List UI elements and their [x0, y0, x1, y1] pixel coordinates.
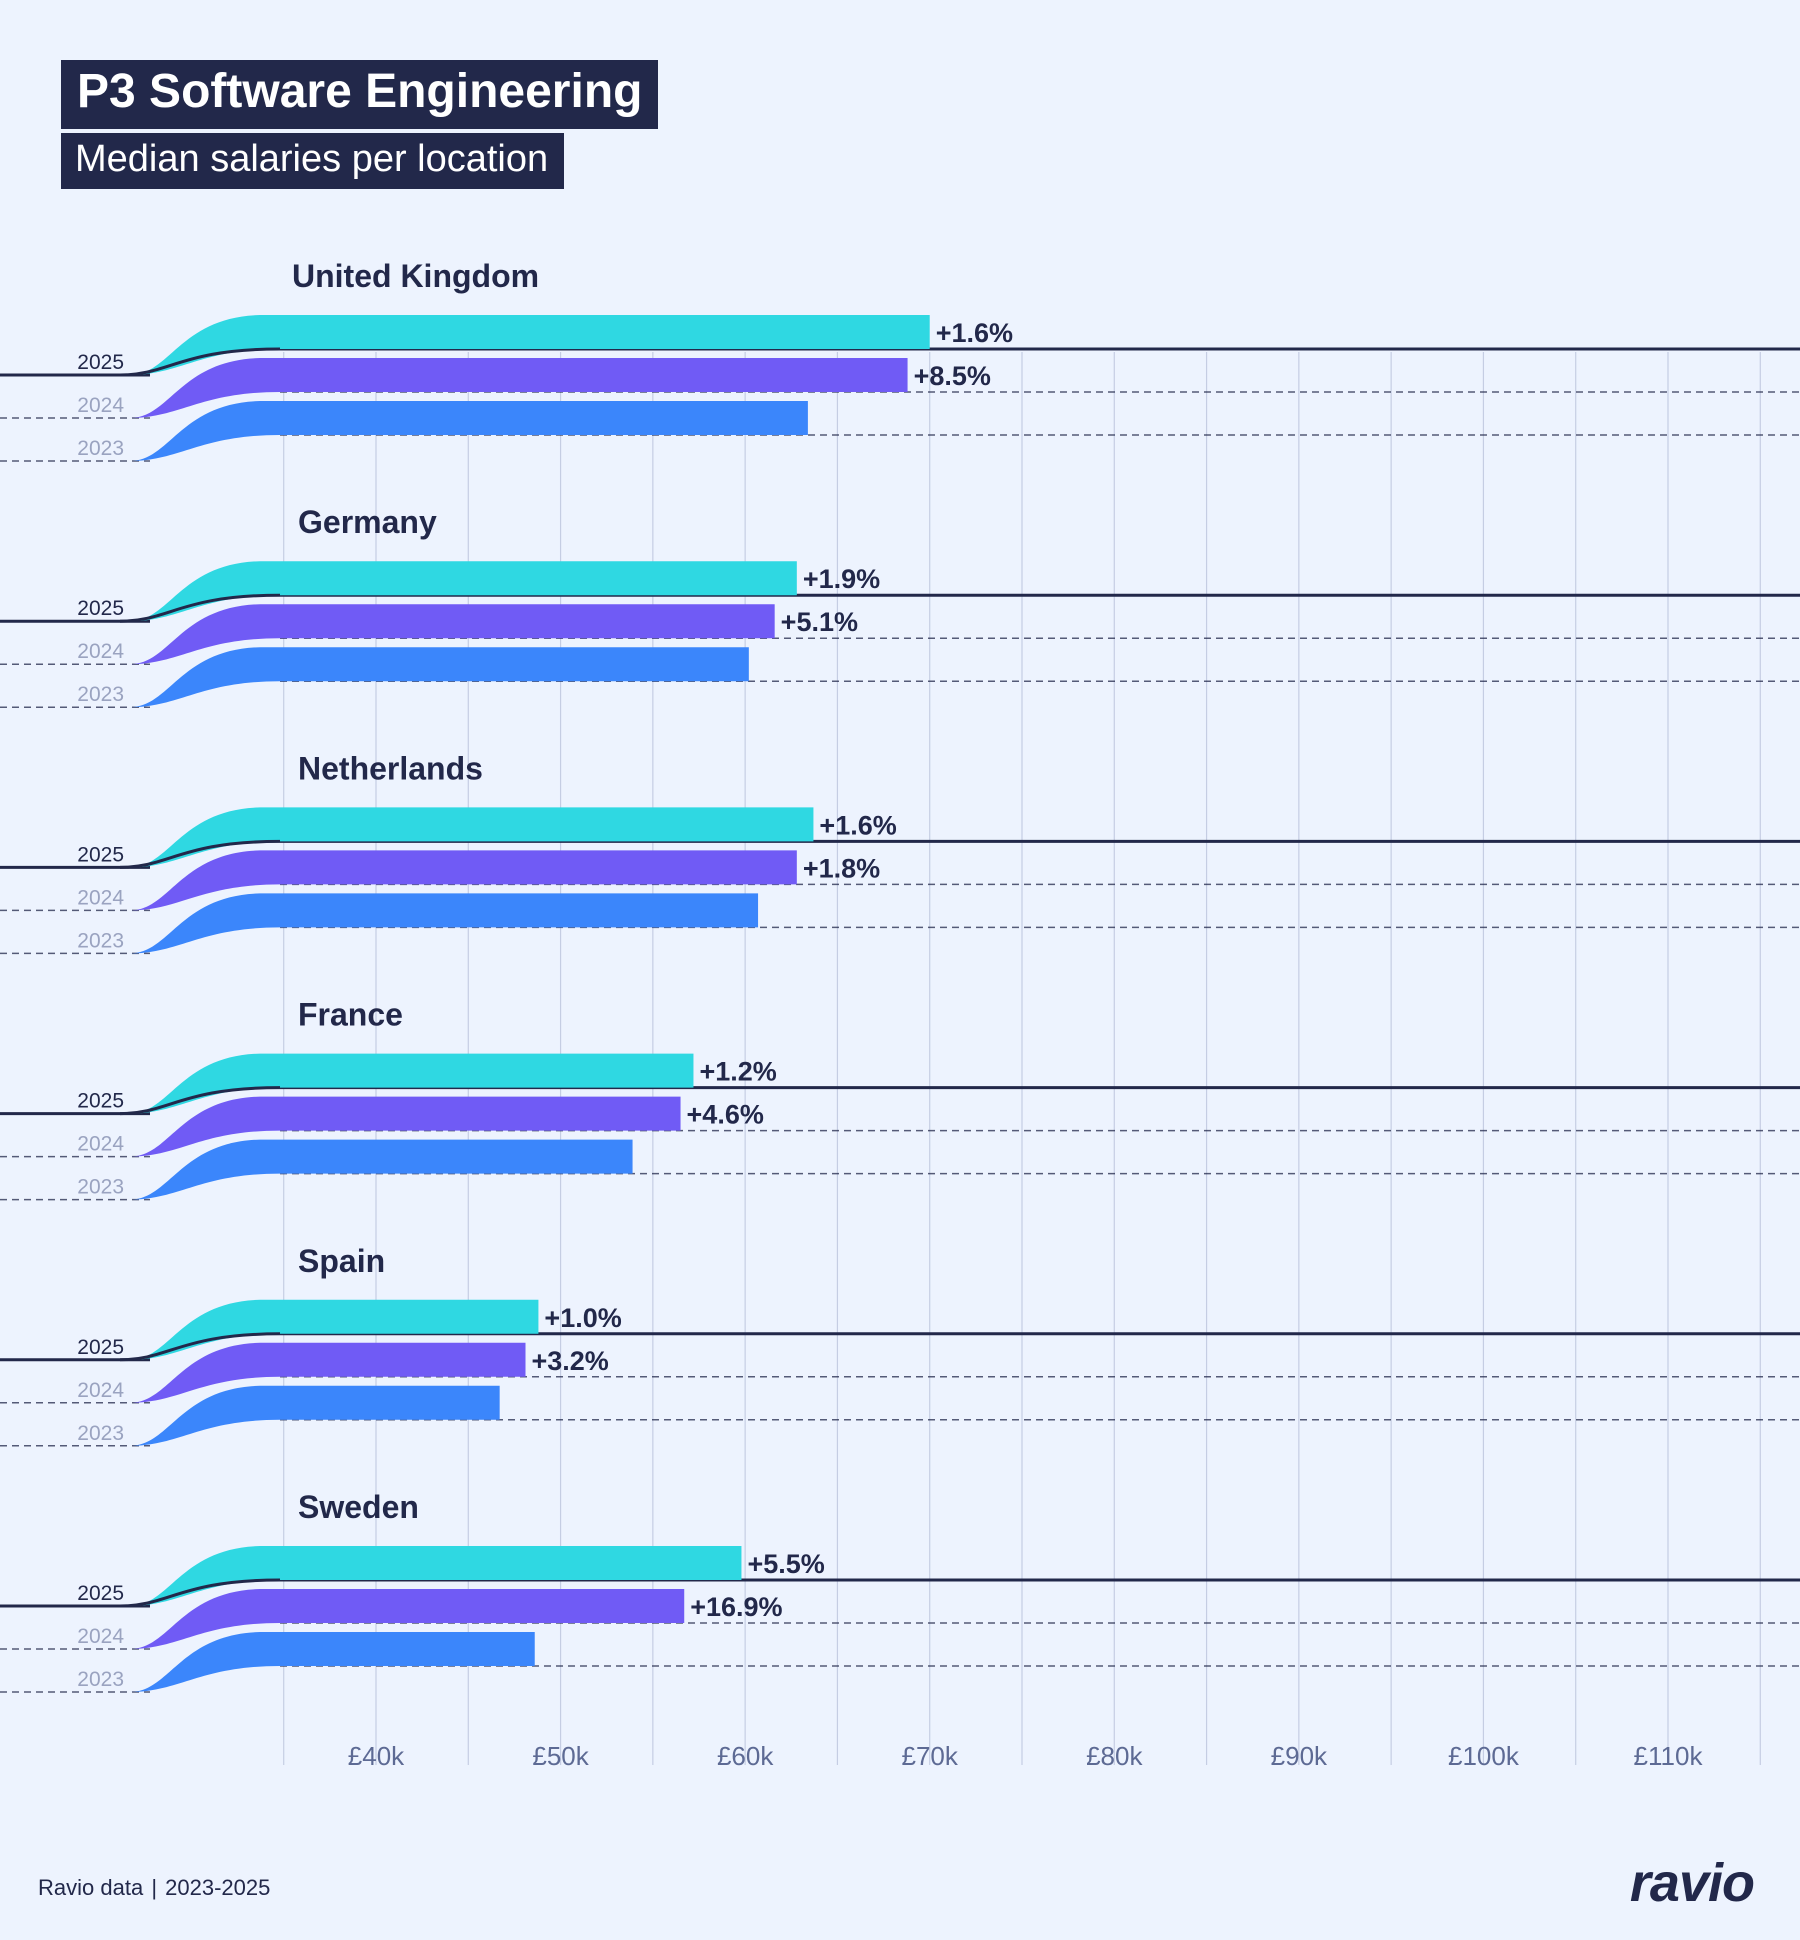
year-label: 2023: [77, 683, 124, 706]
change-label: +1.6%: [936, 318, 1013, 348]
bar-2025: [130, 1299, 539, 1360]
year-label: 2023: [77, 1668, 124, 1691]
curve-outline: [119, 593, 281, 623]
year-label: 2023: [77, 437, 124, 460]
bar-2025: [130, 315, 930, 375]
curve-outline: [119, 1086, 281, 1116]
chart-subtitle: Median salaries per location: [61, 133, 565, 189]
year-label: 2024: [77, 1625, 124, 1648]
bar-2025: [130, 561, 797, 622]
bar-2024: [130, 604, 775, 665]
bar-2023: [130, 647, 749, 708]
change-label: +8.5%: [914, 361, 991, 391]
x-tick-label: £110k: [1634, 1741, 1704, 1771]
data-source-label: Ravio data: [38, 1875, 144, 1900]
x-tick-label: £50k: [532, 1741, 589, 1771]
curve-outline: [119, 1332, 281, 1362]
country-label: Spain: [298, 1243, 385, 1279]
bar-2023: [130, 401, 808, 461]
change-label: +4.6%: [687, 1100, 764, 1130]
bar-2024: [130, 850, 797, 911]
year-label: 2025: [77, 843, 124, 866]
country-label: Sweden: [298, 1489, 419, 1525]
curve-outline: [119, 1578, 281, 1608]
bar-2023: [130, 1385, 500, 1446]
bar-2023: [130, 1139, 633, 1200]
bar-2024: [130, 1342, 526, 1403]
bar-2024: [130, 1096, 681, 1157]
bar-2024: [130, 358, 908, 418]
change-label: +5.1%: [781, 607, 858, 637]
year-label: 2023: [77, 1176, 124, 1199]
bar-2025: [130, 1053, 694, 1114]
year-label: 2023: [77, 929, 124, 952]
curve-outline: [119, 347, 281, 377]
year-label: 2024: [77, 1133, 124, 1156]
change-label: +1.9%: [803, 564, 880, 594]
bar-2023: [130, 1632, 535, 1692]
chart-title: P3 Software Engineering: [61, 60, 659, 129]
year-label: 2025: [77, 1336, 124, 1359]
x-tick-label: £70k: [902, 1741, 959, 1771]
data-source: Ravio data | 2023-2025: [38, 1875, 270, 1901]
change-label: +1.0%: [544, 1303, 621, 1333]
change-label: +1.6%: [819, 810, 896, 840]
x-tick-label: £90k: [1271, 1741, 1328, 1771]
year-label: 2024: [77, 394, 124, 417]
year-label: 2025: [77, 1582, 124, 1605]
bar-2025: [130, 1546, 742, 1606]
x-tick-label: £60k: [717, 1741, 774, 1771]
change-label: +3.2%: [532, 1346, 609, 1376]
bar-2023: [130, 893, 759, 954]
country-label: Germany: [298, 504, 437, 540]
separator: |: [151, 1875, 158, 1900]
data-years: 2023-2025: [165, 1875, 271, 1900]
change-label: +5.5%: [747, 1549, 824, 1579]
x-tick-label: £100k: [1448, 1741, 1520, 1771]
bar-2025: [130, 807, 814, 868]
change-label: +1.8%: [803, 853, 880, 883]
year-label: 2024: [77, 886, 124, 909]
year-label: 2025: [77, 1090, 124, 1113]
year-label: 2024: [77, 640, 124, 663]
country-label: France: [298, 997, 403, 1033]
country-label: Netherlands: [298, 750, 483, 786]
ravio-logo: ravio: [1629, 1853, 1755, 1913]
year-label: 2023: [77, 1422, 124, 1445]
year-label: 2025: [77, 597, 124, 620]
year-label: 2024: [77, 1379, 124, 1402]
year-label: 2025: [77, 351, 124, 374]
x-tick-label: £40k: [348, 1741, 405, 1771]
curve-outline: [119, 839, 281, 869]
change-label: +1.2%: [699, 1057, 776, 1087]
country-label: United Kingdom: [292, 258, 539, 294]
bar-2024: [130, 1589, 685, 1649]
x-tick-label: £80k: [1086, 1741, 1143, 1771]
change-label: +16.9%: [690, 1592, 782, 1622]
